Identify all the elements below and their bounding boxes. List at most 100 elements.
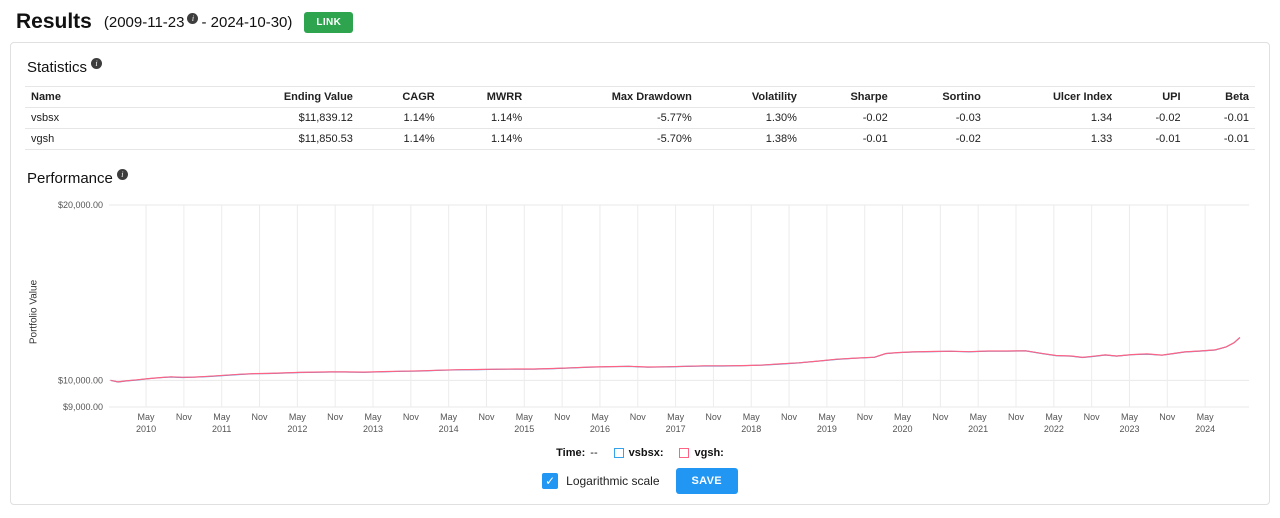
x-tick-label: Nov: [630, 412, 647, 422]
x-tick-label: May: [516, 412, 534, 422]
x-tick-label: May: [138, 412, 156, 422]
y-tick-label: $10,000.00: [58, 375, 103, 385]
x-tick-label: Nov: [857, 412, 874, 422]
vsbsx-color-swatch: [613, 448, 624, 458]
column-header-volatility: Volatility: [697, 86, 803, 108]
x-tick-year-label: 2024: [1195, 424, 1215, 434]
performance-heading: Performance i: [27, 169, 1253, 187]
statistics-table-body: vsbsx $11,839.12 1.14% 1.14% -5.77% 1.30% -0.0…: [25, 107, 1255, 150]
x-tick-year-label: 2017: [666, 424, 686, 434]
y-tick-label: $20,000.00: [58, 200, 103, 210]
statistics-table: Name Ending Value CAGR MWRR Max Drawdown Vola…: [25, 86, 1255, 150]
x-tick-label: May: [440, 412, 458, 422]
column-header-name: Name: [25, 86, 210, 108]
column-header-sharpe: Sharpe: [802, 86, 894, 108]
x-tick-label: Nov: [705, 412, 722, 422]
column-header-beta: Beta: [1186, 86, 1255, 108]
column-header-mwrr: MWRR: [440, 86, 529, 108]
statistics-heading: Statistics i: [27, 58, 1253, 76]
column-header-sortino: Sortino: [893, 86, 987, 108]
legend-item-vsbsx[interactable]: vsbsx:: [613, 447, 664, 459]
link-button[interactable]: LINK: [304, 11, 354, 33]
info-icon[interactable]: i: [91, 58, 103, 69]
x-tick-label: May: [213, 412, 231, 422]
cell-value: -5.70%: [528, 128, 698, 150]
x-tick-year-label: 2012: [287, 424, 307, 434]
cell-value: $11,850.53: [209, 128, 359, 150]
x-tick-label: May: [289, 412, 307, 422]
column-header-cagr: CAGR: [358, 86, 441, 108]
x-tick-label: Nov: [176, 412, 193, 422]
info-icon[interactable]: i: [187, 12, 199, 24]
series-line-vgsh: [110, 336, 1241, 383]
cell-value: 1.33: [986, 128, 1119, 150]
x-tick-label: Nov: [403, 412, 420, 422]
x-tick-year-label: 2019: [817, 424, 837, 434]
statistics-table-header: Name Ending Value CAGR MWRR Max Drawdown Vola…: [25, 86, 1255, 108]
x-tick-label: May: [818, 412, 836, 422]
table-row: vgsh $11,850.53 1.14% 1.14% -5.70% 1.38% -0.01…: [25, 128, 1255, 150]
legend-time: Time: --: [556, 447, 597, 459]
cell-value: -0.02: [802, 107, 894, 129]
x-tick-year-label: 2023: [1119, 424, 1139, 434]
cell-value: -0.02: [1118, 107, 1187, 129]
x-tick-label: Nov: [1084, 412, 1101, 422]
cell-value: 1.14%: [440, 128, 529, 150]
cell-name: vsbsx: [25, 107, 210, 129]
logarithmic-scale-checkbox[interactable]: ✓ Logarithmic scale: [542, 473, 660, 489]
vgsh-color-swatch: [679, 448, 690, 458]
cell-value: 1.38%: [697, 128, 803, 150]
x-tick-label: May: [1045, 412, 1063, 422]
legend-time-value: --: [590, 447, 598, 459]
save-button[interactable]: SAVE: [675, 468, 738, 494]
chart-controls: ✓ Logarithmic scale SAVE: [25, 468, 1255, 494]
x-tick-label: Nov: [554, 412, 571, 422]
page-title-text: Results: [16, 10, 92, 33]
results-header: Results (2009-11-23 i - 2024-10-30) LINK: [0, 0, 1280, 40]
x-tick-year-label: 2010: [136, 424, 156, 434]
x-tick-label: Nov: [781, 412, 798, 422]
x-tick-label: Nov: [252, 412, 269, 422]
chart-legend: Time: -- vsbsx: vgsh:: [25, 447, 1255, 459]
performance-chart-area: Portfolio Value $20,000.00 $10,000.00 $9,0…: [25, 197, 1255, 447]
legend-time-label: Time:: [556, 447, 586, 459]
x-tick-label: May: [970, 412, 988, 422]
cell-name: vgsh: [25, 128, 210, 150]
x-tick-label: May: [894, 412, 912, 422]
performance-heading-text: Performance: [27, 170, 113, 187]
legend-item-vgsh[interactable]: vgsh:: [679, 447, 724, 459]
checkbox-checked-icon: ✓: [542, 473, 559, 489]
cell-value: 1.14%: [358, 107, 441, 129]
page-title: Results: [16, 10, 92, 34]
info-icon[interactable]: i: [116, 169, 128, 180]
cell-value: $11,839.12: [209, 107, 359, 129]
cell-value: -0.02: [893, 128, 987, 150]
x-tick-year-label: 2018: [741, 424, 761, 434]
cell-value: 1.14%: [440, 107, 529, 129]
x-tick-label: May: [365, 412, 383, 422]
x-tick-label: Nov: [932, 412, 949, 422]
performance-chart[interactable]: $20,000.00 $10,000.00 $9,000.00 May 2010 Nov M…: [43, 197, 1255, 447]
x-tick-label: Nov: [1159, 412, 1176, 422]
x-tick-year-label: 2014: [439, 424, 459, 434]
cell-value: -0.03: [893, 107, 987, 129]
x-tick-year-label: 2013: [363, 424, 383, 434]
x-tick-year-label: 2016: [590, 424, 610, 434]
column-header-max-drawdown: Max Drawdown: [528, 86, 698, 108]
x-tick-label: May: [667, 412, 685, 422]
x-tick-label: Nov: [327, 412, 344, 422]
x-tick-year-label: 2020: [893, 424, 913, 434]
column-header-upi: UPI: [1118, 86, 1187, 108]
y-axis-label: Portfolio Value: [25, 197, 43, 447]
cell-value: -0.01: [1118, 128, 1187, 150]
cell-value: 1.30%: [697, 107, 803, 129]
x-tick-year-label: 2021: [968, 424, 988, 434]
legend-vsbsx-label: vsbsx:: [628, 447, 664, 459]
x-tick-label: May: [743, 412, 761, 422]
x-tick-label: May: [591, 412, 609, 422]
results-card: Statistics i Name Ending Value CAGR MWRR Max …: [10, 42, 1270, 505]
cell-value: -0.01: [1186, 128, 1255, 150]
legend-vgsh-label: vgsh:: [694, 447, 724, 459]
x-tick-label: May: [1121, 412, 1139, 422]
cell-value: -0.01: [802, 128, 894, 150]
